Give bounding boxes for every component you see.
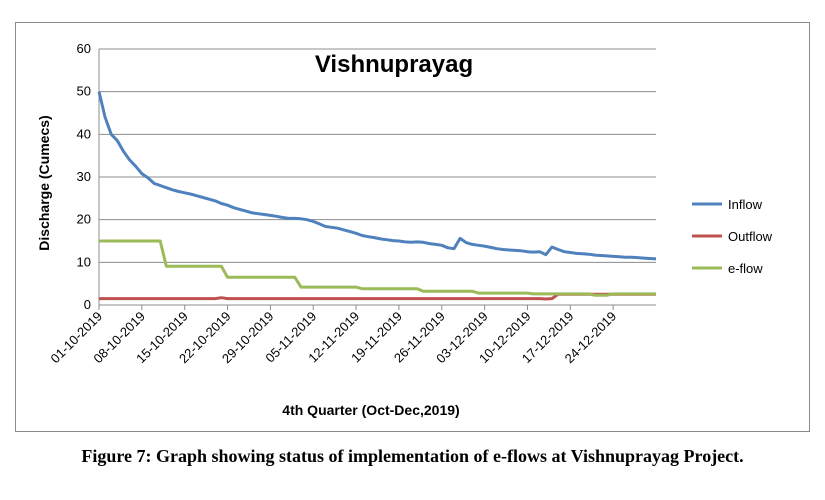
series-line-e-flow <box>99 239 656 297</box>
axes: 010203040506001-10-201908-10-201915-10-2… <box>47 41 656 366</box>
y-tick-label: 40 <box>77 126 91 141</box>
y-axis-title: Discharge (Cumecs) <box>36 115 52 250</box>
x-axis-title: 4th Quarter (Oct-Dec,2019) <box>282 402 459 418</box>
figure-caption: Figure 7: Graph showing status of implem… <box>81 446 744 466</box>
legend-label-inflow: Inflow <box>728 197 763 212</box>
gridlines <box>99 48 656 263</box>
series-line-inflow <box>97 91 657 261</box>
legend-label-outflow: Outflow <box>728 229 773 244</box>
chart-title: Vishnuprayag <box>315 51 473 78</box>
series-line-outflow <box>99 292 656 301</box>
y-tick-label: 10 <box>77 254 91 269</box>
y-tick-label: 60 <box>77 41 91 56</box>
y-tick-label: 0 <box>84 297 91 312</box>
line-chart: 010203040506001-10-201908-10-201915-10-2… <box>36 41 773 418</box>
series-lines <box>97 91 657 301</box>
y-tick-label: 50 <box>77 84 91 99</box>
y-tick-label: 20 <box>77 212 91 227</box>
chart-frame: 0 10 20 30 40 50 60 01-10-2019 08-10-2019 15-10-2… <box>15 22 810 432</box>
legend: Inflow Outflow e-flow <box>692 197 773 276</box>
legend-label-e-flow: e-flow <box>728 261 763 276</box>
y-tick-label: 30 <box>77 169 91 184</box>
